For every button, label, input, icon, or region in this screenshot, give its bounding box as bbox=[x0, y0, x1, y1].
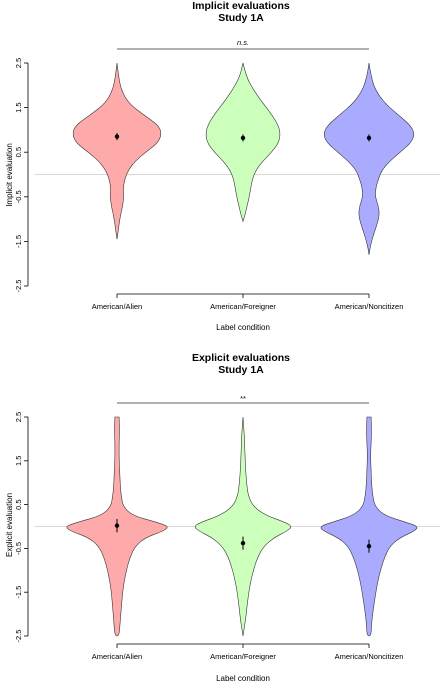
implicit-evaluations-panel: Implicit evaluations Study 1A Label cond… bbox=[5, 0, 440, 332]
violin-american-foreigner bbox=[205, 62, 281, 223]
mean-point bbox=[114, 134, 120, 139]
y-axis-title: Explicit evaluation bbox=[5, 493, 14, 557]
mean-point bbox=[366, 135, 372, 141]
x-tick-label: American/Foreigner bbox=[210, 302, 276, 311]
y-tick-label: -1.5 bbox=[14, 586, 23, 599]
y-tick-label: -2.5 bbox=[14, 280, 23, 293]
x-axis-title: Label condition bbox=[216, 674, 270, 683]
panel-title: Explicit evaluations bbox=[192, 352, 290, 364]
x-axis: American/Alien American/Foreigner American… bbox=[92, 643, 404, 661]
panel-title: Implicit evaluations bbox=[192, 0, 290, 12]
x-axis: American/Alien American/Foreigner American… bbox=[92, 293, 404, 311]
x-tick-label: American/Alien bbox=[92, 652, 142, 661]
x-tick-label: American/Alien bbox=[92, 302, 142, 311]
y-tick-label: -1.5 bbox=[14, 235, 23, 248]
x-axis-title: Label condition bbox=[216, 323, 270, 332]
panel-subtitle: Study 1A bbox=[218, 12, 264, 24]
panel-subtitle: Study 1A bbox=[218, 364, 264, 376]
violin-american-foreigner bbox=[194, 416, 292, 637]
y-axis-title: Implicit evaluation bbox=[5, 143, 14, 207]
y-axis: 2.5 1.5 0.5 -0.5 -1.5 -2.5 bbox=[14, 58, 29, 293]
x-tick-label: American/Noncitizen bbox=[335, 302, 404, 311]
violin-american-noncitizen bbox=[323, 62, 415, 255]
y-tick-label: 1.5 bbox=[14, 102, 23, 112]
y-tick-label: -0.5 bbox=[14, 190, 23, 203]
y-tick-label: -0.5 bbox=[14, 542, 23, 555]
y-tick-label: 2.5 bbox=[14, 58, 23, 68]
violin-american-alien bbox=[72, 62, 162, 240]
violin-american-noncitizen bbox=[320, 416, 418, 637]
significance-label: n.s. bbox=[237, 38, 249, 47]
y-tick-label: 0.5 bbox=[14, 147, 23, 157]
y-axis: 2.5 1.5 0.5 -0.5 -1.5 -2.5 bbox=[14, 412, 29, 643]
mean-point bbox=[114, 523, 120, 528]
y-tick-label: -2.5 bbox=[14, 630, 23, 643]
y-tick-label: 1.5 bbox=[14, 456, 23, 466]
x-tick-label: American/Noncitizen bbox=[335, 652, 404, 661]
y-tick-label: 0.5 bbox=[14, 499, 23, 509]
significance-label: ** bbox=[240, 394, 246, 403]
x-tick-label: American/Foreigner bbox=[210, 652, 276, 661]
y-tick-label: 2.5 bbox=[14, 412, 23, 422]
mean-point bbox=[240, 135, 246, 141]
mean-point bbox=[240, 540, 246, 546]
mean-point bbox=[366, 544, 372, 549]
explicit-evaluations-panel: Explicit evaluations Study 1A Label cond… bbox=[5, 352, 440, 683]
